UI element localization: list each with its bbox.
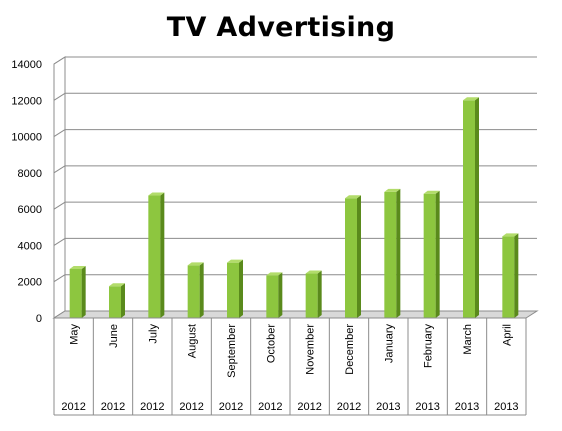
- bar-side: [435, 190, 440, 318]
- x-tick-label: November: [305, 324, 317, 375]
- bar-top: [305, 270, 322, 274]
- bar-march: [463, 100, 475, 319]
- x-year-label: 2012: [258, 401, 282, 413]
- x-tick-label: April: [501, 324, 513, 346]
- chart-title: TV Advertising: [166, 12, 396, 43]
- gridline-depth: [53, 274, 66, 283]
- x-year-label: 2012: [179, 401, 203, 413]
- bar-side: [396, 188, 401, 318]
- bar-top: [502, 233, 519, 237]
- bar-top: [148, 192, 165, 196]
- bar-top: [69, 266, 86, 270]
- y-tick-label: 0: [36, 313, 42, 325]
- gridline-depth: [53, 238, 66, 246]
- y-tick-label: 14000: [11, 59, 42, 71]
- gridline-depth: [53, 129, 66, 137]
- x-tick-label: August: [187, 324, 199, 358]
- bar-side: [160, 192, 165, 318]
- bar-november: [305, 273, 318, 318]
- x-tick-label: June: [108, 324, 120, 348]
- x-year-label: 2013: [494, 401, 518, 413]
- y-tick-label: 2000: [18, 277, 42, 289]
- y-tick-label: 10000: [11, 132, 42, 144]
- x-tick-label: May: [69, 324, 81, 345]
- x-year-label: 2012: [219, 401, 243, 413]
- bar-may: [69, 269, 82, 318]
- bar-january: [384, 191, 397, 318]
- y-tick-label: 6000: [18, 204, 42, 216]
- y-tick-label: 12000: [11, 95, 42, 107]
- x-year-label: 2012: [337, 401, 361, 413]
- bar-june: [109, 286, 121, 318]
- x-tick-label: February: [423, 324, 435, 369]
- bar-december: [345, 198, 357, 318]
- gridline-depth: [53, 92, 66, 101]
- bar-side: [475, 97, 479, 319]
- bar-side: [121, 283, 125, 318]
- gridline-depth: [53, 56, 66, 65]
- bar-august: [187, 265, 200, 318]
- bar-top: [109, 283, 125, 287]
- gridline-depth: [53, 165, 66, 174]
- gridline-depth: [53, 201, 66, 210]
- x-tick-label: December: [344, 324, 356, 375]
- x-year-label: 2013: [376, 401, 400, 413]
- bar-october: [266, 275, 279, 318]
- bar-side: [278, 272, 283, 318]
- x-tick-label: October: [265, 324, 277, 363]
- bar-september: [227, 262, 239, 318]
- side-wall: [53, 56, 66, 319]
- bar-top: [384, 188, 401, 192]
- bar-top: [266, 272, 283, 276]
- bar-side: [514, 233, 519, 318]
- bar-top: [187, 262, 204, 266]
- bar-top: [227, 259, 243, 263]
- x-tick-label: January: [383, 324, 395, 364]
- y-tick-label: 8000: [18, 168, 42, 180]
- bar-april: [502, 236, 515, 318]
- x-year-label: 2012: [297, 401, 321, 413]
- bar-top: [423, 190, 440, 194]
- bar-top: [463, 97, 479, 101]
- bar-side: [81, 266, 86, 318]
- x-tick-label: September: [226, 324, 238, 378]
- bar-side: [239, 259, 243, 318]
- x-year-label: 2013: [415, 401, 439, 413]
- bar-top: [345, 195, 361, 199]
- bar-july: [148, 195, 161, 318]
- x-year-label: 2012: [140, 401, 164, 413]
- x-year-label: 2012: [61, 401, 85, 413]
- y-tick-label: 4000: [18, 240, 42, 252]
- bar-side: [199, 262, 204, 318]
- x-tick-label: March: [462, 324, 474, 355]
- bar-february: [423, 193, 436, 318]
- bar-side: [317, 270, 322, 318]
- x-year-label: 2012: [101, 401, 125, 413]
- x-year-label: 2013: [455, 401, 479, 413]
- x-tick-label: July: [147, 324, 159, 344]
- bar-side: [357, 195, 361, 318]
